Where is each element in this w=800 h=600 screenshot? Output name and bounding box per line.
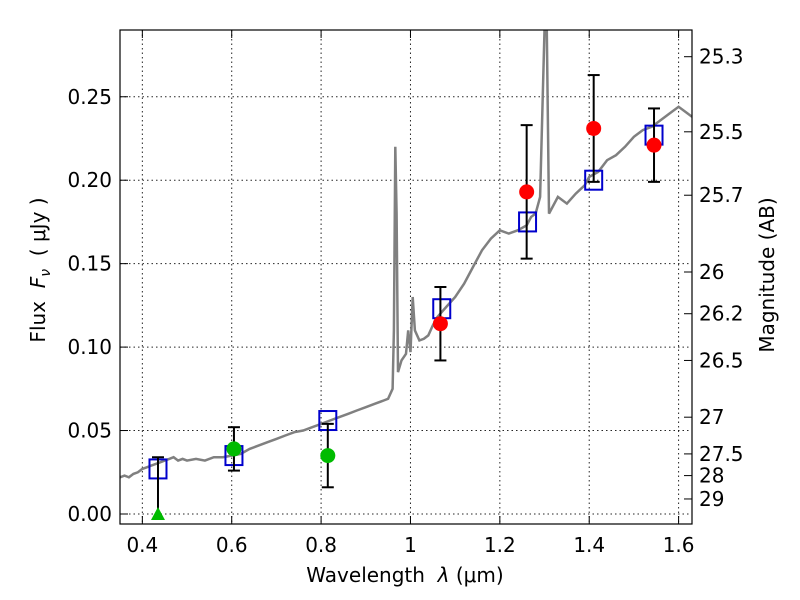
red-detection-point: [586, 120, 602, 136]
green-detection-point: [320, 448, 336, 464]
mag-tick-label: 25.5: [699, 120, 744, 144]
mag-tick-label: 26.2: [699, 302, 744, 326]
x-tick-label: 1.4: [573, 533, 605, 557]
y-tick-label: 0.15: [67, 252, 112, 276]
upper-limit-triangle: [150, 506, 165, 520]
y-axis-title: Flux Fν ( μJy ): [26, 197, 54, 342]
green-detection-point: [226, 441, 242, 457]
x-tick-label: 0.4: [126, 533, 158, 557]
red-detection-point: [646, 137, 662, 153]
x-tick-label: 0.8: [305, 533, 337, 557]
y-tick-label: 0.05: [67, 419, 112, 443]
mag-tick-label: 27: [699, 405, 724, 429]
mag-tick-label: 29: [699, 487, 724, 511]
y-tick-label: 0.25: [67, 85, 112, 109]
x-tick-label: 0.6: [216, 533, 248, 557]
grid: [120, 30, 692, 524]
y-tick-label: 0.00: [67, 502, 112, 526]
red-detection-point: [432, 316, 448, 332]
red-detection-point: [519, 184, 535, 200]
y-tick-label: 0.20: [67, 168, 112, 192]
x-axis-title: Wavelength λ (μm): [306, 563, 503, 587]
x-tick-label: 1.2: [484, 533, 516, 557]
mag-tick-label: 26.5: [699, 348, 744, 372]
mag-tick-label: 28: [699, 464, 724, 488]
model-flux-square: [432, 298, 452, 320]
mag-tick-label: 26: [699, 260, 724, 284]
x-tick-label: 1: [404, 533, 417, 557]
y-tick-label: 0.10: [67, 335, 112, 359]
x-tick-label: 1.6: [663, 533, 695, 557]
model-spectrum-line: [120, 30, 692, 479]
axes: 0.4 0.6 0.8 1 1.2 1.4 1.6 0.00 0.05 0.10 0.15 0.20 0…: [67, 29, 744, 557]
mag-tick-label: 25.7: [699, 183, 744, 207]
y2-axis-title: Magnitude (AB): [755, 197, 779, 352]
plot-area: [120, 30, 692, 520]
mag-tick-label: 27.5: [699, 442, 744, 466]
plot-frame: [119, 29, 693, 525]
mag-tick-label: 25.3: [699, 45, 744, 69]
